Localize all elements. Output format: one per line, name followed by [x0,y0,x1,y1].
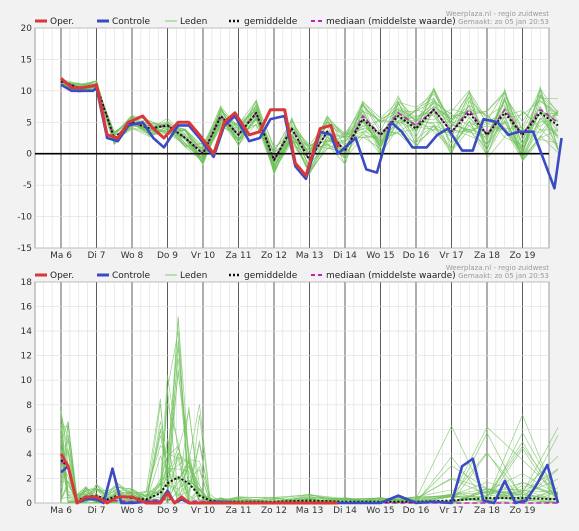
x-tick-label: Vr 17 [439,251,463,261]
y-tick-label: 14 [21,327,33,337]
x-tick-label: Do 16 [403,251,430,261]
x-tick-label: Ma 6 [50,506,72,516]
y-tick-label: 10 [21,87,33,97]
y-tick-label: 0 [26,150,32,160]
precipitation-panel: 0 2 4 6 8 10 12 14 16 18 Ma 6 Di 7 Wo 8 Do 9 Vr 10 Za 1… [21,264,560,516]
x-tick-label: Za 11 [226,506,252,516]
temperature-panel: -15 -10 -5 0 5 10 15 20 Ma 6 Di 7 Wo 8 Do 9 Vr 10 Za … [17,10,563,261]
x-tick-label: Zo 19 [510,506,536,516]
x-tick-label: Wo 15 [366,506,394,516]
x-tick-label: Do 9 [157,506,178,516]
x-tick-label: Zo 12 [261,506,287,516]
legend-label-gemiddelde: gemiddelde [244,17,298,27]
y-tick-label: 16 [21,303,33,313]
y-tick-label: 4 [26,450,32,460]
x-tick-label: Wo 15 [366,251,394,261]
x-tick-label: Za 18 [474,251,500,261]
x-tick-label: Vr 10 [191,506,215,516]
y-tick-label: -15 [17,244,32,254]
member-line [60,80,559,175]
y-tick-label: 2 [26,474,32,484]
legend-label-leden: Leden [180,271,207,281]
legend: Oper. Controle Leden gemiddelde mediaan (mid… [35,271,456,281]
y-tick-label: 20 [21,24,33,34]
y-tick-label: 8 [26,401,32,411]
x-tick-label: Do 16 [403,506,430,516]
source-site: Weerplaza.nl - regio zuidwest [446,10,549,18]
y-tick-label: 12 [21,352,32,362]
legend: Oper. Controle Leden gemiddelde mediaan (mid… [35,17,456,27]
legend-label-oper: Oper. [50,17,74,27]
legend-label-mediaan: mediaan (middelste waarde) [326,271,456,281]
y-tick-label: 15 [21,55,32,65]
x-tick-label: Ma 13 [296,251,324,261]
x-tick-label: Zo 12 [261,251,287,261]
legend-label-controle: Controle [112,271,151,281]
x-tick-label: Ma 6 [50,251,72,261]
x-tick-label: Wo 8 [121,506,144,516]
source-site: Weerplaza.nl - regio zuidwest [446,264,549,272]
x-tick-label: Zo 19 [510,251,536,261]
x-tick-label: Ma 13 [296,506,324,516]
x-tick-label: Vr 10 [191,251,215,261]
y-tick-label: -5 [23,181,32,191]
x-tick-label: Do 9 [157,251,178,261]
y-tick-label: 0 [26,499,32,509]
legend-label-gemiddelde: gemiddelde [244,271,298,281]
source-made: Gemaakt: zo 05 jan 20:53 [458,272,549,280]
legend-label-mediaan: mediaan (middelste waarde) [326,17,456,27]
oper-line [59,453,338,505]
y-tick-label: 6 [26,425,32,435]
x-tick-label: Di 14 [333,506,357,516]
source-made: Gemaakt: zo 05 jan 20:53 [458,18,549,26]
legend-label-controle: Controle [112,17,151,27]
x-tick-label: Di 7 [87,251,105,261]
x-tick-label: Vr 17 [439,506,463,516]
x-tick-label: Di 7 [87,506,105,516]
oper-line [60,77,340,178]
y-tick-label: 10 [21,376,33,386]
legend-label-leden: Leden [180,17,207,27]
x-tick-label: Za 18 [474,506,500,516]
legend-label-oper: Oper. [50,271,74,281]
y-tick-label: 5 [26,118,32,128]
x-tick-label: Za 11 [226,251,252,261]
y-tick-label: 18 [21,278,33,288]
y-tick-label: -10 [17,213,32,223]
x-tick-label: Di 14 [333,251,357,261]
controle-line [60,83,563,190]
x-tick-label: Wo 8 [121,251,144,261]
